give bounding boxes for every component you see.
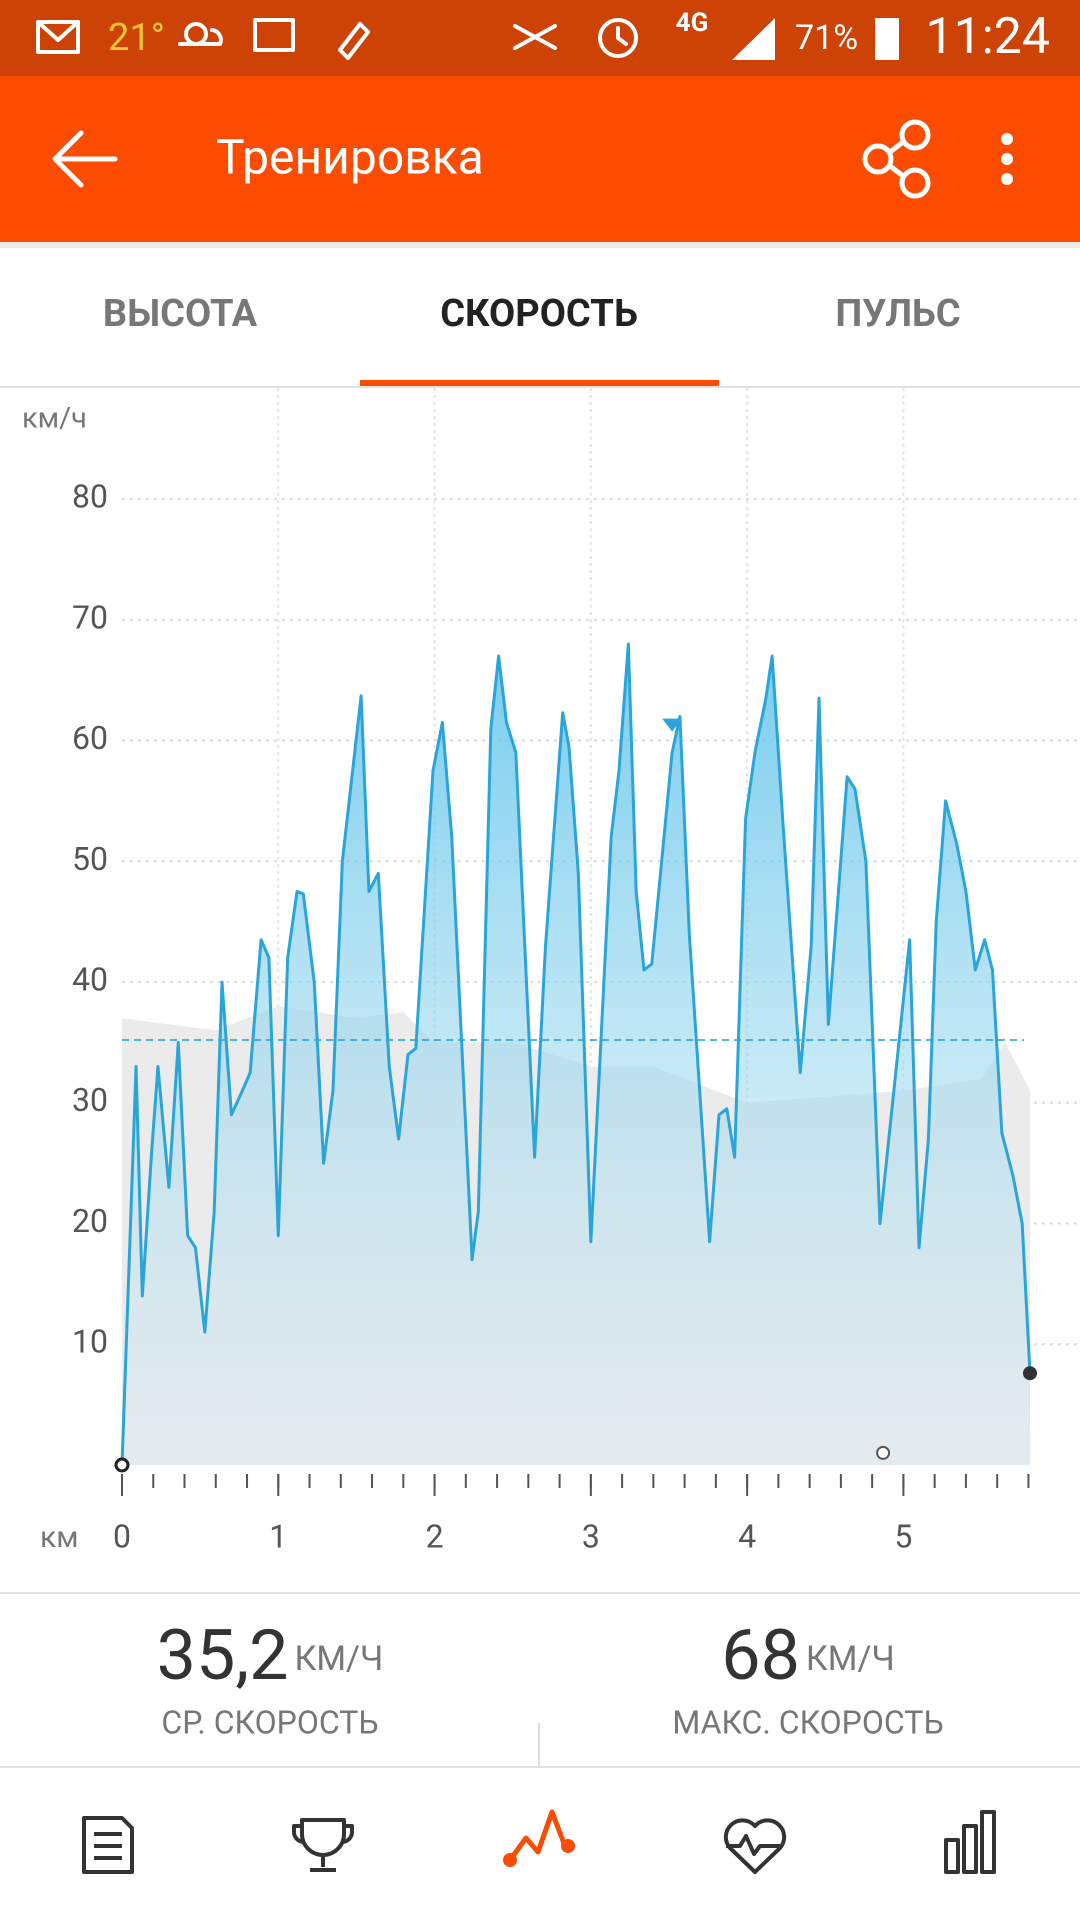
x-tick-label: 2 [426,1517,444,1555]
divider [0,1592,1080,1594]
x-tick-label: 5 [894,1517,912,1555]
share-button[interactable] [862,119,931,199]
app-bar-shadow [0,242,1080,248]
y-tick-label: 10 [72,1323,108,1361]
speed-line [120,642,1032,1466]
end-point [1022,1366,1037,1381]
clock: 11:24 [925,8,1050,66]
start-point [114,1457,130,1473]
tab[interactable]: ПУЛЬС [835,292,960,336]
y-tick-label: 60 [72,719,108,757]
stat-value: 35,2 КМ/Ч [157,1615,384,1697]
y-tick-label: 30 [72,1081,108,1119]
nav-stats[interactable] [944,1810,996,1874]
divider [538,1723,540,1767]
speed-area [122,643,1030,1465]
x-tick-label: 1 [269,1517,287,1555]
stat-number: 35,2 [157,1615,289,1697]
nav-analysis[interactable] [503,1809,575,1867]
battery: 71% [795,18,858,58]
max-marker [662,718,683,732]
x-tick-label: 3 [582,1517,600,1555]
stat-label: МАКС. СКОРОСТЬ [672,1703,943,1741]
y-tick-label: 20 [72,1202,108,1240]
nav-overview[interactable] [82,1816,134,1874]
temperature: 21° [108,16,165,60]
network: 4G [676,8,709,38]
tab[interactable]: ВЫСОТА [103,292,258,336]
tab-indicator [360,380,719,386]
y-tick-label: 40 [72,960,108,998]
x-tick-label: 0 [113,1517,131,1555]
status-icons [36,18,899,60]
app-bar [0,76,1080,242]
y-tick-label: 80 [72,478,108,516]
stat-unit: КМ/Ч [294,1639,383,1679]
tab[interactable]: СКОРОСТЬ [440,292,638,336]
screen-title: Тренировка [216,129,484,186]
nav-achievements[interactable] [292,1818,354,1872]
stat-number: 68 [721,1615,800,1697]
marker-point [876,1445,891,1460]
divider [0,386,1080,388]
stat-label: СР. СКОРОСТЬ [161,1703,378,1741]
y-tick-label: 50 [72,840,108,878]
nav-heart-rate[interactable] [723,1818,787,1874]
chart: 10 20 30 40 50 60 70 80 км/ч км 0 1 2 3 4 5 [22,388,1080,1555]
stat-value: 68 КМ/Ч [721,1615,895,1697]
y-tick-label: 70 [72,598,108,636]
x-tick-label: 4 [738,1517,756,1555]
divider [0,1766,1080,1768]
stat-unit: КМ/Ч [806,1639,895,1679]
y-axis-label: км/ч [22,402,87,436]
more-button[interactable] [1001,133,1013,185]
x-axis-label: км [40,1520,78,1555]
back-button[interactable] [52,130,118,188]
